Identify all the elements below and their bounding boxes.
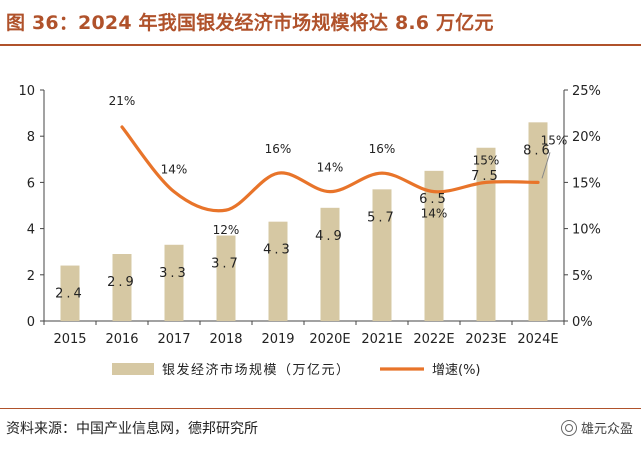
y-left-tick-label: 8 [27,130,35,145]
bar [476,147,496,321]
y-right-tick-label: 5% [572,269,593,284]
watermark-text: 雄元众盈 [580,422,633,437]
x-tick-label: 2017 [157,332,190,347]
bar-value-label: 4.3 [263,243,293,258]
source-note: 资料来源：中国产业信息网，德邦研究所 [6,421,258,437]
x-tick-label: 2018 [209,332,242,347]
growth-value-label: 16% [265,142,292,156]
bar-value-label: 2.9 [107,275,137,290]
growth-line [120,125,540,213]
bar-value-label: 7.5 [471,169,501,184]
x-tick-label: 2015 [53,332,86,347]
bar-series [60,122,548,321]
bar-value-label: 5.7 [367,210,397,225]
legend-label-bars: 银发经济市场规模（万亿元） [162,362,351,378]
bar-value-label: 3.3 [159,266,189,281]
bar-value-label: 8.6 [523,143,553,158]
x-tick-label: 2020E [309,332,350,347]
bar [528,122,548,321]
growth-value-label: 14% [161,163,188,177]
growth-value-label: 15% [473,153,500,167]
growth-value-label: 15% [541,133,568,147]
y-left-tick-label: 6 [27,176,35,191]
y-right-tick-label: 20% [572,130,601,145]
growth-value-label: 14% [421,207,448,221]
y-left-tick-label: 10 [18,84,35,99]
bottom-divider [0,408,641,409]
bar [424,170,444,321]
y-right-tick-label: 25% [572,84,601,99]
title-divider [0,44,641,46]
x-tick-label: 2022E [413,332,454,347]
bar [216,235,236,321]
legend-swatch-bars [112,363,154,375]
legend: 银发经济市场规模（万亿元） 增速(%) [112,362,481,378]
y-right-tick-label: 10% [572,223,601,238]
bar [320,207,340,321]
y-left-tick-label: 2 [27,269,35,284]
growth-value-label: 14% [317,161,344,175]
bar [372,189,392,321]
growth-value-label: 12% [213,223,240,237]
chart-area: 0 2 4 6 8 10 0% 5% 10% 15% 20% 25% 2015 2016 2017 2018 2… [18,84,600,378]
line-series [120,125,540,213]
bar [60,265,80,321]
bar-value-label: 6.5 [419,192,449,207]
growth-value-label: 16% [369,142,396,156]
legend-label-line: 增速(%) [432,363,481,378]
label-leader-line [541,152,551,179]
bar-value-label: 3.7 [211,257,241,272]
bar [112,254,132,321]
x-tick-label: 2023E [465,332,506,347]
axes: 0 2 4 6 8 10 0% 5% 10% 15% 20% 25% 2015 2016 2017 2018 2… [18,84,600,347]
y-right-tick-label: 0% [572,315,593,330]
x-tick-label: 2024E [517,332,558,347]
y-right-tick-label: 15% [572,176,601,191]
watermark: 雄元众盈 [560,418,633,437]
bar [164,244,184,321]
x-tick-label: 2019 [261,332,294,347]
y-left-tick-label: 0 [27,315,35,330]
data-labels: 2.4 2.9 3.3 3.7 4.3 4.9 5.7 6.5 7.5 8.6 21% 14% 12% 1… [55,94,567,302]
figure-title: 图 36：2024 年我国银发经济市场规模将达 8.6 万亿元 [6,12,494,34]
bar [268,221,288,321]
bar-value-label: 2.4 [55,287,85,302]
growth-value-label: 21% [109,94,136,108]
x-tick-label: 2021E [361,332,402,347]
bar-value-label: 4.9 [315,229,345,244]
wechat-icon [560,419,577,436]
x-tick-label: 2016 [105,332,138,347]
y-left-tick-label: 4 [27,223,35,238]
